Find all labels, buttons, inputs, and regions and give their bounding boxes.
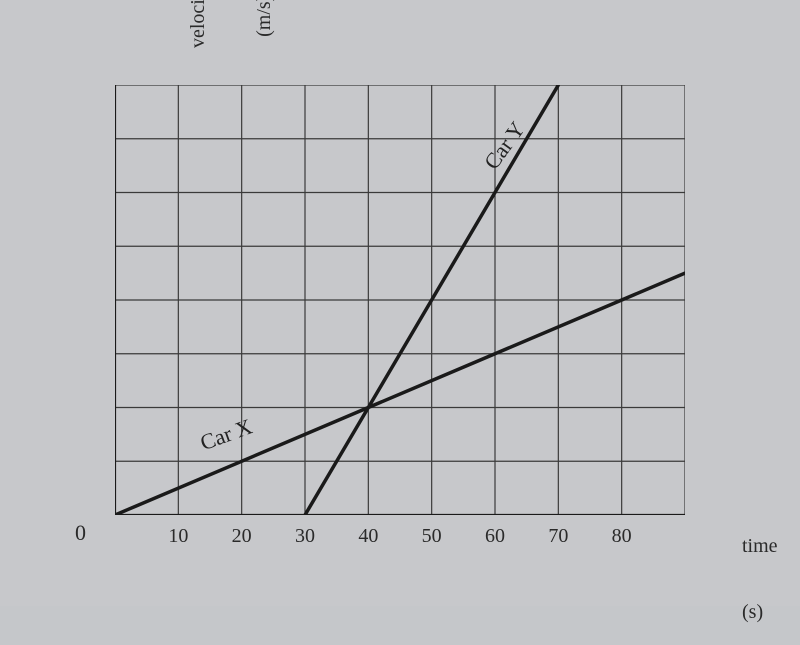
x-tick-10: 10 xyxy=(163,525,193,548)
y-axis-label-line2: (m/s) xyxy=(253,0,275,37)
origin-label: 0 xyxy=(75,520,86,546)
y-axis-label-line1: velocity xyxy=(187,0,209,48)
x-tick-50: 50 xyxy=(417,525,447,548)
x-axis-label: time (s) xyxy=(722,513,778,645)
chart-page: velocity (m/s) time (s) 0 10203040506070… xyxy=(0,0,800,606)
x-tick-60: 60 xyxy=(480,525,510,548)
y-axis-label: velocity (m/s) xyxy=(165,0,297,68)
x-tick-30: 30 xyxy=(290,525,320,548)
series-label-0: Car X xyxy=(197,413,256,455)
x-tick-70: 70 xyxy=(543,525,573,548)
x-tick-20: 20 xyxy=(227,525,257,548)
x-axis-label-line1: time xyxy=(742,535,778,557)
plot-area: Car XCar Y xyxy=(115,85,685,515)
x-axis-label-line2: (s) xyxy=(742,601,763,623)
series-line-0 xyxy=(115,273,685,515)
x-tick-40: 40 xyxy=(353,525,383,548)
x-tick-80: 80 xyxy=(607,525,637,548)
